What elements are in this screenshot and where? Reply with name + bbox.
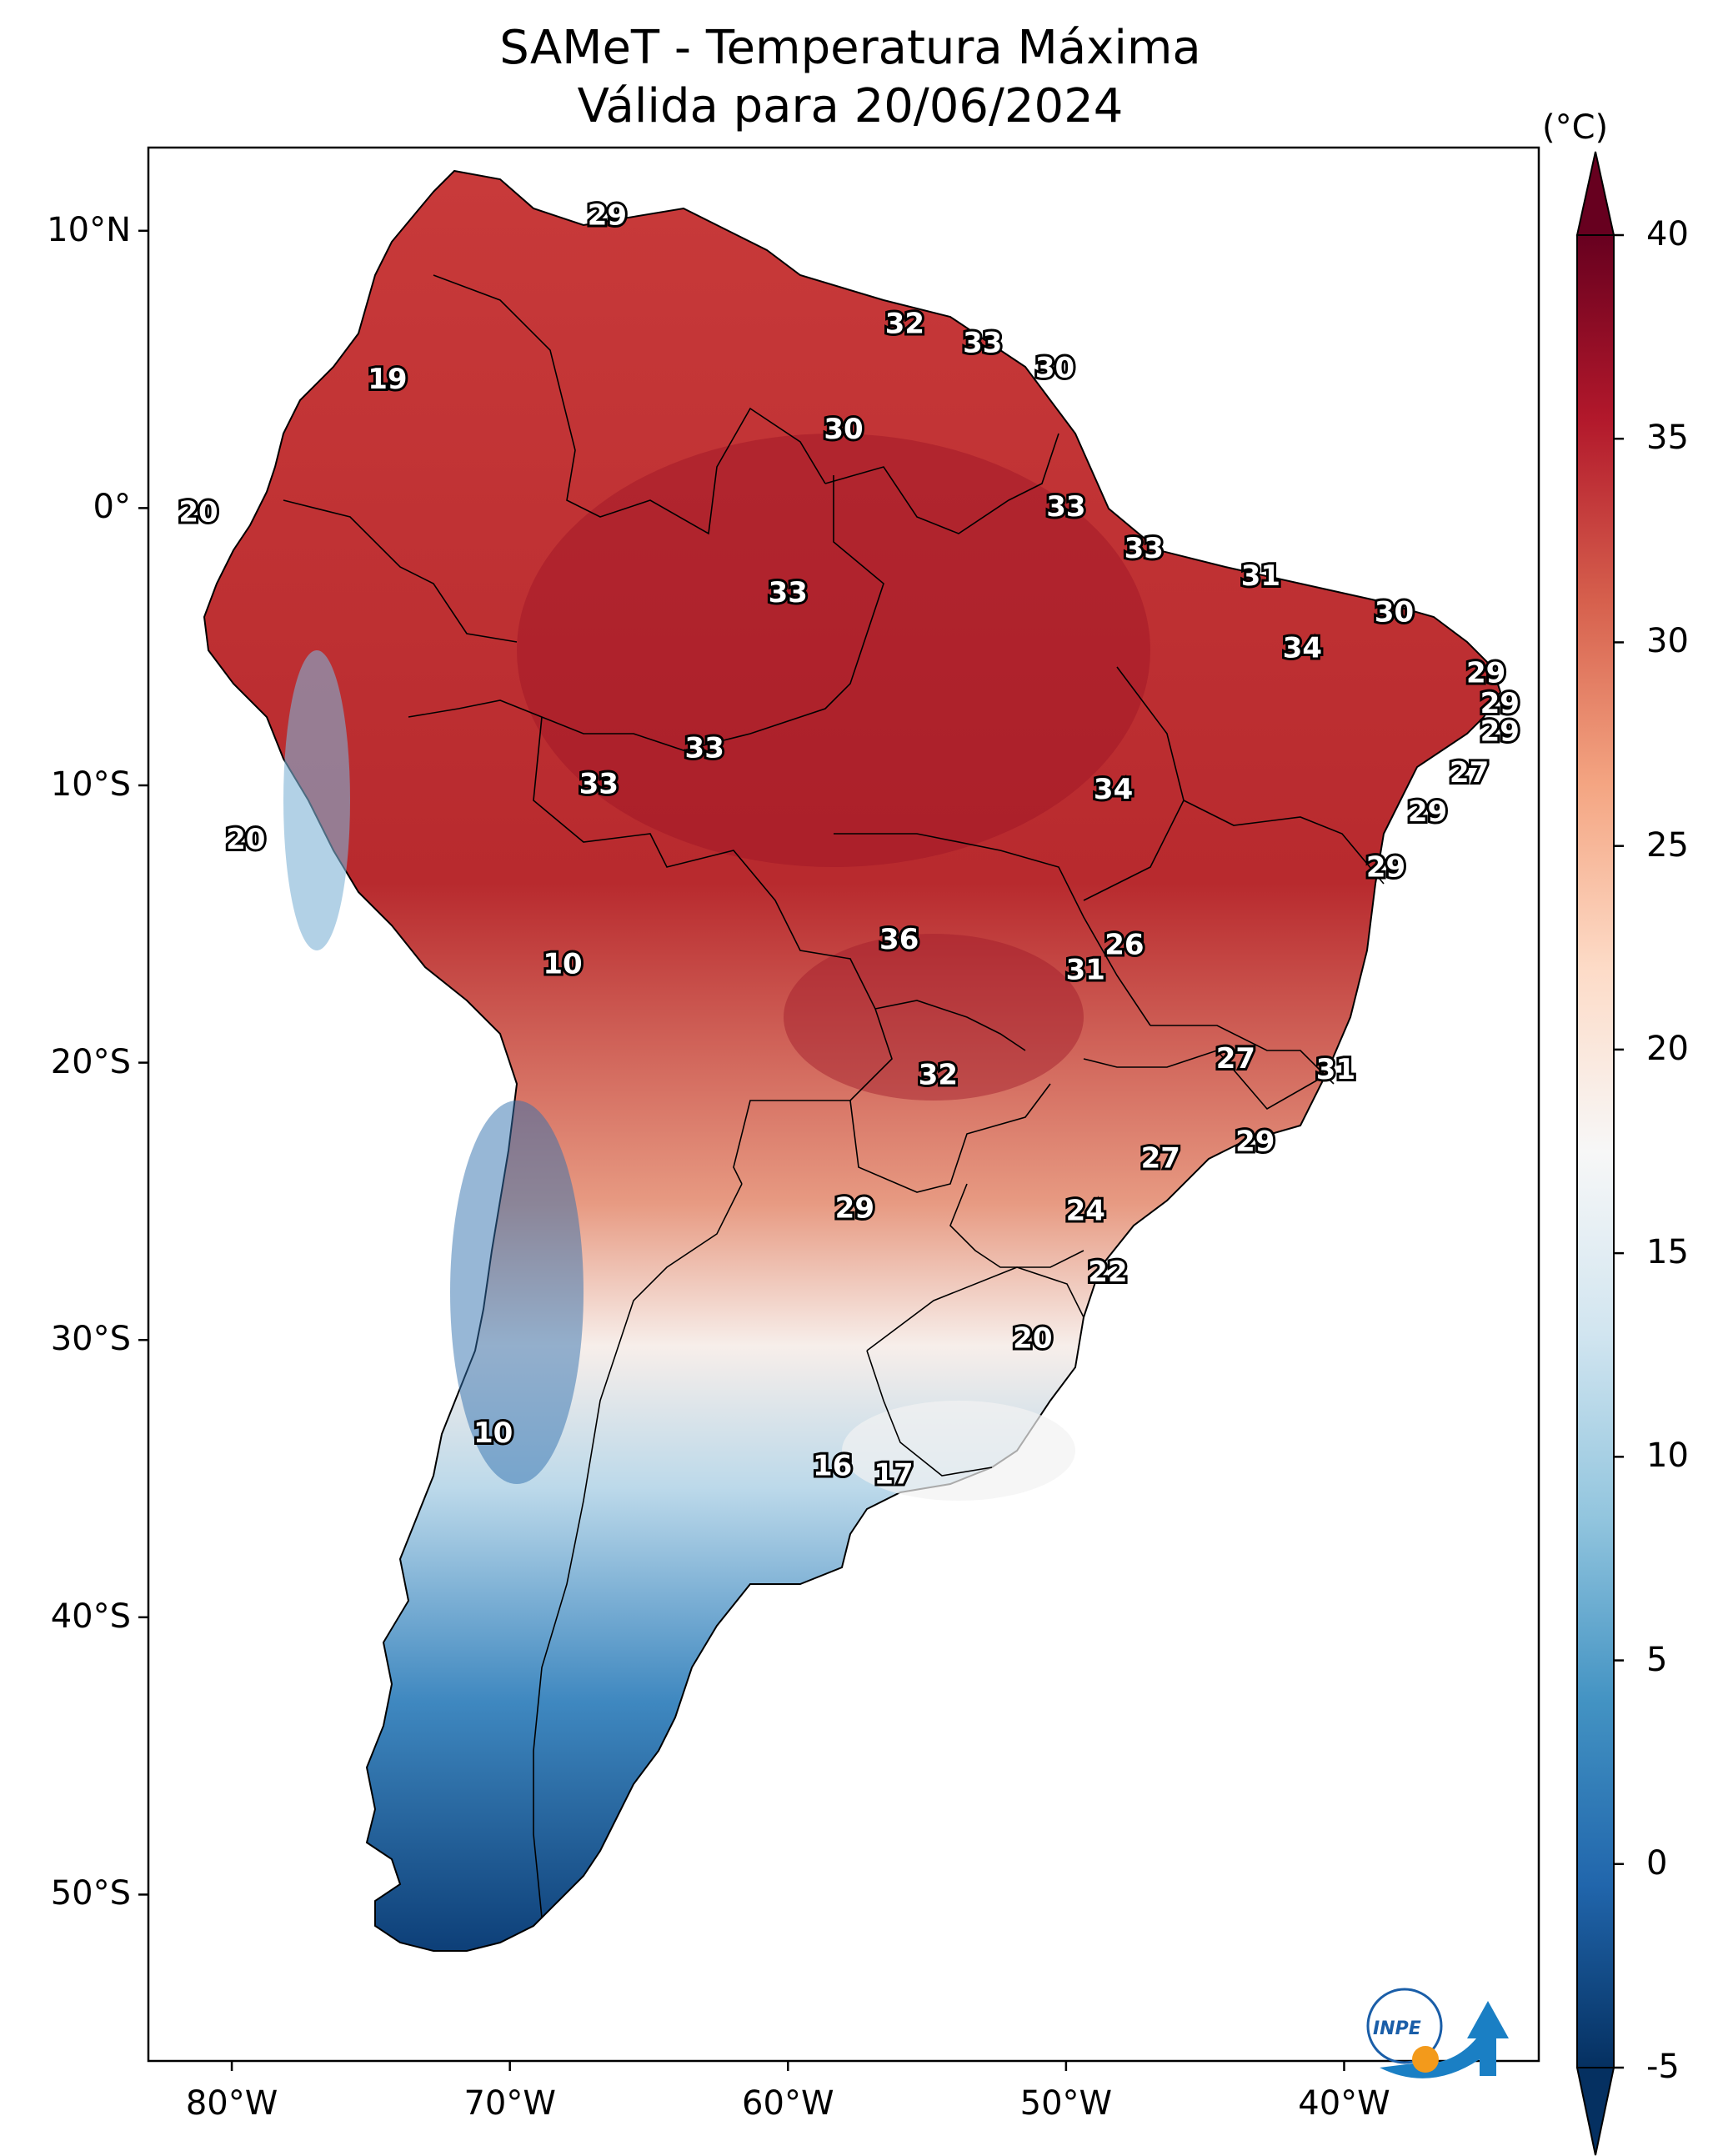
lat-label-1: 0° (93, 488, 131, 527)
colorbar-tick-6: 10 (1646, 1436, 1689, 1476)
country-borders (283, 274, 1385, 1918)
cold-core-peru (283, 650, 350, 950)
inpe-logo: INPE (1366, 1988, 1509, 2078)
station-value-11: 33 (769, 576, 808, 609)
lat-label-0: 10°N (47, 210, 131, 249)
station-value-20: 29 (1408, 795, 1447, 829)
lat-label-3: 20°S (50, 1042, 131, 1081)
lon-label-1: 70°W (463, 2084, 556, 2123)
station-value-16: 27 (1450, 756, 1489, 790)
station-value-28: 31 (1316, 1053, 1355, 1086)
station-value-22: 29 (1366, 850, 1405, 884)
lat-label-6: 50°S (50, 1874, 131, 1913)
station-value-4: 30 (1035, 352, 1074, 385)
station-value-3: 33 (963, 327, 1002, 360)
colorbar-unit: (°C) (1542, 108, 1609, 147)
colorbar-tick-2: 30 (1646, 622, 1689, 661)
station-value-26: 10 (543, 948, 582, 981)
station-value-17: 33 (685, 731, 724, 765)
station-value-32: 29 (835, 1191, 874, 1225)
station-value-15: 29 (1480, 714, 1520, 748)
lat-label-2: 10°S (50, 765, 131, 804)
station-value-38: 17 (874, 1458, 913, 1492)
lon-label-0: 80°W (185, 2084, 278, 2123)
lon-label-4: 40°W (1298, 2084, 1390, 2123)
lon-label-2: 60°W (742, 2084, 834, 2123)
lat-label-4: 30°S (50, 1320, 131, 1359)
station-value-33: 24 (1066, 1195, 1105, 1228)
station-value-29: 32 (919, 1059, 958, 1092)
station-value-24: 26 (1104, 928, 1144, 961)
station-value-30: 29 (1235, 1126, 1275, 1159)
station-value-21: 20 (226, 823, 265, 856)
colorbar-max-extend (1575, 151, 1615, 236)
colorbar-tick-3: 25 (1646, 825, 1689, 865)
station-value-18: 33 (579, 768, 619, 801)
station-value-10: 30 (1375, 595, 1414, 629)
station-value-8: 33 (1124, 532, 1164, 565)
colorbar-tick-0: 40 (1646, 215, 1689, 253)
colorbar-min-extend (1575, 2067, 1615, 2156)
map-subtitle: Válida para 20/06/2024 (577, 79, 1124, 133)
station-value-5: 30 (824, 413, 863, 446)
station-value-34: 22 (1088, 1256, 1127, 1289)
station-value-6: 20 (178, 496, 218, 529)
station-value-13: 29 (1466, 656, 1505, 689)
colorbar-tick-8: 0 (1646, 1843, 1668, 1883)
station-value-37: 16 (813, 1450, 852, 1483)
axis-ticks (138, 229, 1624, 2071)
station-value-35: 20 (1013, 1322, 1052, 1356)
station-value-27: 27 (1216, 1042, 1255, 1075)
lon-label-3: 50°W (1019, 2084, 1113, 2123)
station-value-25: 31 (1066, 953, 1105, 986)
station-value-1: 19 (368, 363, 407, 396)
colorbar (1575, 151, 1615, 2156)
temperature-field (203, 169, 1502, 1952)
station-value-14: 29 (1480, 687, 1520, 720)
station-value-36: 10 (473, 1416, 513, 1450)
station-value-2: 32 (885, 307, 924, 340)
colorbar-tick-1: 35 (1646, 419, 1689, 458)
hot-core-amazon (517, 434, 1150, 867)
colorbar-tick-5: 15 (1646, 1233, 1689, 1272)
station-value-12: 34 (1283, 632, 1322, 665)
cold-core-andes (450, 1101, 584, 1484)
cool-core-uruguay (842, 1401, 1075, 1501)
lat-label-5: 40°S (50, 1597, 131, 1636)
colorbar-tick-7: 5 (1646, 1640, 1668, 1679)
map-frame (147, 146, 1540, 2063)
colorbar-tick-4: 20 (1646, 1029, 1689, 1068)
colorbar-gradient (1576, 234, 1615, 2068)
inpe-logo-text: INPE (1373, 2018, 1421, 2039)
station-value-0: 29 (588, 199, 627, 233)
colorbar-tick-9: -5 (1646, 2048, 1680, 2086)
map-title: SAMeT - Temperatura Máxima (499, 21, 1201, 75)
station-value-23: 36 (879, 923, 919, 956)
station-value-9: 31 (1241, 559, 1280, 593)
station-value-19: 34 (1094, 773, 1133, 806)
station-value-31: 27 (1141, 1142, 1180, 1176)
station-value-7: 33 (1046, 490, 1085, 524)
